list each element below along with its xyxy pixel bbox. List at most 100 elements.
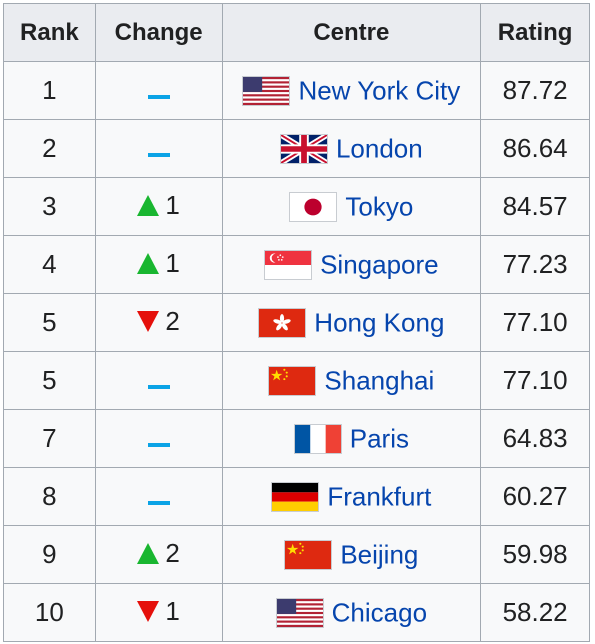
centre-link[interactable]: Shanghai — [324, 366, 434, 396]
down-triangle-icon — [137, 311, 159, 332]
header-centre[interactable]: Centre — [222, 4, 481, 62]
centre-link[interactable]: Frankfurt — [327, 482, 431, 512]
centre-cell: Singapore — [222, 236, 481, 294]
change-indicator: 2 — [137, 306, 179, 337]
no-change-dash-icon — [148, 385, 170, 389]
table-row: 4 1 Singapore 77.23 — [4, 236, 590, 294]
table-row: 5 2 Hong Kong 77.10 — [4, 294, 590, 352]
germany-flag-icon — [271, 482, 319, 512]
rank-cell: 9 — [4, 526, 96, 584]
china-flag-icon — [268, 366, 316, 396]
centre-link[interactable]: Singapore — [320, 250, 439, 280]
rank-cell: 2 — [4, 120, 96, 178]
change-indicator: 1 — [137, 596, 179, 627]
japan-flag-icon — [289, 192, 337, 222]
change-cell: 1 — [95, 178, 222, 236]
change-value: 1 — [165, 596, 179, 627]
change-cell: 2 — [95, 526, 222, 584]
centre-cell: Hong Kong — [222, 294, 481, 352]
header-rank[interactable]: Rank — [4, 4, 96, 62]
change-cell: 2 — [95, 294, 222, 352]
rank-cell: 7 — [4, 410, 96, 468]
singapore-flag-icon — [264, 250, 312, 280]
no-change-dash-icon — [148, 443, 170, 447]
change-value: 1 — [165, 190, 179, 221]
centre-cell: Chicago — [222, 584, 481, 642]
change-cell — [95, 120, 222, 178]
change-indicator: 1 — [137, 248, 179, 279]
rank-cell: 8 — [4, 468, 96, 526]
header-change[interactable]: Change — [95, 4, 222, 62]
no-change-dash-icon — [148, 95, 170, 99]
china-flag-icon — [284, 540, 332, 570]
rating-cell: 86.64 — [481, 120, 590, 178]
centre-cell: Tokyo — [222, 178, 481, 236]
table-row: 9 2 Beijing 59.98 — [4, 526, 590, 584]
centre-cell: New York City — [222, 62, 481, 120]
rank-cell: 3 — [4, 178, 96, 236]
up-triangle-icon — [137, 195, 159, 216]
table-row: 5 Shanghai 77.10 — [4, 352, 590, 410]
rating-cell: 84.57 — [481, 178, 590, 236]
rank-cell: 10 — [4, 584, 96, 642]
table-row: 10 1 Chicago 58.22 — [4, 584, 590, 642]
centre-cell: Beijing — [222, 526, 481, 584]
rating-cell: 77.10 — [481, 352, 590, 410]
france-flag-icon — [294, 424, 342, 454]
no-change-dash-icon — [148, 153, 170, 157]
financial-centres-table: Rank Change Centre Rating 1 New York City… — [3, 3, 590, 642]
rating-cell: 60.27 — [481, 468, 590, 526]
table-row: 7 Paris 64.83 — [4, 410, 590, 468]
table-body: 1 New York City 87.72 2 London 86.64 3 1 Tokyo 84… — [4, 62, 590, 642]
centre-cell: London — [222, 120, 481, 178]
table-row: 2 London 86.64 — [4, 120, 590, 178]
change-cell — [95, 352, 222, 410]
down-triangle-icon — [137, 601, 159, 622]
rating-cell: 59.98 — [481, 526, 590, 584]
change-indicator — [148, 385, 170, 389]
centre-link[interactable]: Beijing — [340, 540, 418, 570]
rank-cell: 4 — [4, 236, 96, 294]
centre-cell: Paris — [222, 410, 481, 468]
rating-cell: 64.83 — [481, 410, 590, 468]
usa-flag-icon — [242, 76, 290, 106]
centre-link[interactable]: New York City — [298, 76, 460, 106]
uk-flag-icon — [280, 134, 328, 164]
change-cell — [95, 410, 222, 468]
change-cell: 1 — [95, 584, 222, 642]
centre-link[interactable]: Chicago — [332, 598, 427, 628]
centre-link[interactable]: Tokyo — [345, 192, 413, 222]
usa-flag-icon — [276, 598, 324, 628]
change-value: 2 — [165, 306, 179, 337]
up-triangle-icon — [137, 543, 159, 564]
change-cell: 1 — [95, 236, 222, 294]
table-row: 1 New York City 87.72 — [4, 62, 590, 120]
table-row: 8 Frankfurt 60.27 — [4, 468, 590, 526]
change-cell — [95, 468, 222, 526]
centre-cell: Frankfurt — [222, 468, 481, 526]
centre-link[interactable]: Paris — [350, 424, 409, 454]
centre-cell: Shanghai — [222, 352, 481, 410]
change-indicator — [148, 95, 170, 99]
change-indicator: 2 — [137, 538, 179, 569]
change-indicator — [148, 501, 170, 505]
rating-cell: 77.10 — [481, 294, 590, 352]
rank-cell: 1 — [4, 62, 96, 120]
header-rating[interactable]: Rating — [481, 4, 590, 62]
rank-cell: 5 — [4, 294, 96, 352]
rating-cell: 87.72 — [481, 62, 590, 120]
change-indicator: 1 — [137, 190, 179, 221]
change-value: 2 — [165, 538, 179, 569]
header-row: Rank Change Centre Rating — [4, 4, 590, 62]
rating-cell: 77.23 — [481, 236, 590, 294]
centre-link[interactable]: London — [336, 134, 423, 164]
centre-link[interactable]: Hong Kong — [314, 308, 444, 338]
rating-cell: 58.22 — [481, 584, 590, 642]
rank-cell: 5 — [4, 352, 96, 410]
change-indicator — [148, 443, 170, 447]
hongkong-flag-icon — [258, 308, 306, 338]
up-triangle-icon — [137, 253, 159, 274]
change-indicator — [148, 153, 170, 157]
change-cell — [95, 62, 222, 120]
table-row: 3 1 Tokyo 84.57 — [4, 178, 590, 236]
